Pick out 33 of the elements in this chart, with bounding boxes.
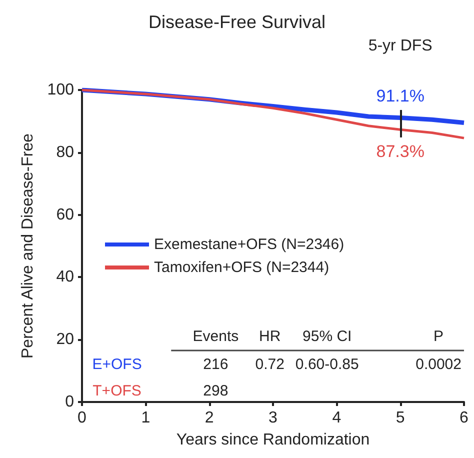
annotation: P <box>434 328 444 345</box>
y-tick-label: 40 <box>56 268 74 286</box>
y-tick-label: 100 <box>47 82 74 98</box>
x-tick-label: 0 <box>78 410 87 426</box>
annotation: 0.60-0.85 <box>295 356 359 374</box>
text: 5-yr DFS <box>368 38 432 54</box>
x-tick-label: 2 <box>204 410 214 426</box>
legend-label: Tamoxifen+OFS (N=2344) <box>154 259 330 276</box>
x-tick-label: 1 <box>141 410 150 426</box>
annotation: 91.1% <box>376 86 424 106</box>
line-series <box>80 88 466 140</box>
annotation: 0.72 <box>255 356 284 374</box>
annotation: HR <box>258 328 281 345</box>
annotation: 298 <box>203 382 228 400</box>
chart-title: Disease-Free Survival <box>148 12 326 32</box>
y-tick-label: 80 <box>56 144 74 161</box>
y-axis-title: Percent Alive and Disease-Free <box>20 133 36 358</box>
legend-label: Exemestane+OFS (N=2346) <box>154 236 344 253</box>
x-tick-label: 5 <box>396 410 405 426</box>
annotation: 0.0002 <box>416 356 462 374</box>
annotation: 87.3% <box>376 142 424 162</box>
y-tick-label: 20 <box>56 331 74 348</box>
y-tick-label: 60 <box>56 206 74 224</box>
x-tick-label: 4 <box>332 410 342 426</box>
x-tick-label: 3 <box>268 410 278 426</box>
x-tick-label: 6 <box>460 410 469 426</box>
annotation: E+OFS <box>92 356 142 374</box>
annotation: T+OFS <box>92 382 142 400</box>
y-tick-label: 0 <box>65 394 74 410</box>
x-axis-title: Years since Randomization <box>176 432 370 448</box>
annotation: Events <box>192 328 239 345</box>
annotation: 95% CI <box>302 328 352 345</box>
annotation: 216 <box>203 356 228 374</box>
